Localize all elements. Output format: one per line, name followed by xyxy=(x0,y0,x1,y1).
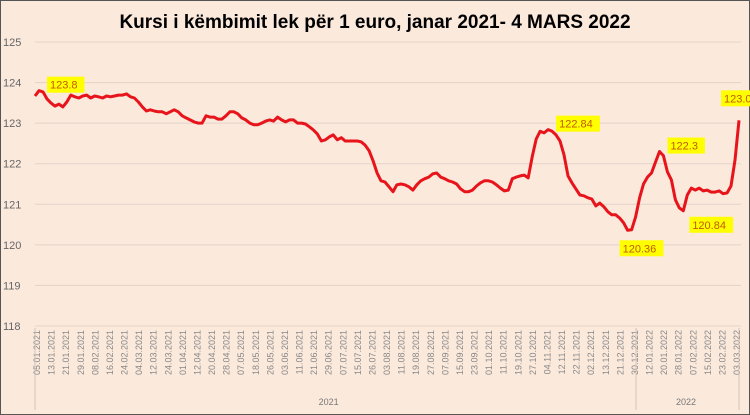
y-tick-label: 120 xyxy=(3,240,21,252)
y-tick-label: 118 xyxy=(3,321,21,333)
x-tick-label: 03.06.2021 xyxy=(280,330,290,375)
x-tick-label: 26.05.2021 xyxy=(265,330,275,375)
x-tick-label: 16.02.2021 xyxy=(105,330,115,375)
x-tick-label: 18.05.2021 xyxy=(251,330,261,375)
x-tick-label: 24.02.2021 xyxy=(120,330,130,375)
x-tick-label: 20.04.2021 xyxy=(207,330,217,375)
x-tick-label: 27.10.2021 xyxy=(528,330,538,375)
y-tick-label: 121 xyxy=(3,199,21,211)
x-tick-label: 24.03.2021 xyxy=(163,330,173,375)
year-group-label: 2022 xyxy=(676,397,696,407)
x-tick-label: 29.06.2021 xyxy=(324,330,334,375)
y-tick-label: 124 xyxy=(3,78,21,90)
x-tick-label: 01.10.2021 xyxy=(484,330,494,375)
data-label-box xyxy=(46,76,85,93)
data-label: 122.84 xyxy=(559,119,593,131)
data-label-box xyxy=(667,137,705,154)
data-label-box xyxy=(556,115,600,132)
x-tick-label: 11.10.2021 xyxy=(499,330,509,374)
x-tick-label: 13.12.2021 xyxy=(601,330,611,375)
x-tick-label: 12.11.2021 xyxy=(557,330,567,374)
x-tick-label: 12.03.2021 xyxy=(149,330,159,375)
x-tick-label: 03.08.2021 xyxy=(382,330,392,375)
x-tick-label: 19.08.2021 xyxy=(411,330,421,375)
data-label-box xyxy=(721,90,750,107)
y-tick-label: 125 xyxy=(3,37,21,49)
x-tick-label: 12.04.2021 xyxy=(192,330,202,375)
x-tick-label: 05.01.2021 xyxy=(32,330,42,375)
x-tick-label: 23.09.2021 xyxy=(470,330,480,375)
x-tick-label: 20.01.2022 xyxy=(659,330,669,375)
x-tick-label: 02.12.2021 xyxy=(586,330,596,375)
x-tick-label: 13.01.2021 xyxy=(47,330,57,375)
x-tick-label: 12.01.2022 xyxy=(645,330,655,375)
x-tick-label: 28.01.2022 xyxy=(674,330,684,375)
x-tick-label: 26.07.2021 xyxy=(367,330,377,375)
x-tick-label: 28.04.2021 xyxy=(222,330,232,375)
x-tick-label: 01.04.2021 xyxy=(178,330,188,375)
y-tick-label: 119 xyxy=(3,280,21,292)
data-label-box xyxy=(619,240,664,257)
x-tick-label: 03.03.2022 xyxy=(732,330,742,375)
x-tick-label: 22.11.2021 xyxy=(572,330,582,374)
x-tick-label: 30.12.2021 xyxy=(630,330,640,375)
data-label: 123.8 xyxy=(50,80,78,92)
data-label: 120.36 xyxy=(623,243,657,255)
x-tick-label: 27.08.2021 xyxy=(426,330,436,375)
x-tick-label: 15.09.2021 xyxy=(455,330,465,375)
x-tick-label: 21.01.2021 xyxy=(61,330,71,375)
x-tick-label: 07.09.2021 xyxy=(440,330,450,375)
series-line xyxy=(33,89,741,232)
x-tick-label: 23.02.2022 xyxy=(717,330,727,375)
x-tick-label: 29.01.2021 xyxy=(76,330,86,375)
x-tick-label: 21.12.2021 xyxy=(615,330,625,375)
data-label: 123.07 xyxy=(724,93,750,105)
x-tick-label: 04.11.2021 xyxy=(542,330,552,374)
x-tick-label: 07.07.2021 xyxy=(338,330,348,375)
x-tick-label: 19.10.2021 xyxy=(513,330,523,375)
x-tick-label: 21.06.2021 xyxy=(309,330,319,375)
y-tick-label: 122 xyxy=(3,159,21,171)
x-tick-label: 15.07.2021 xyxy=(353,330,363,375)
year-group-label: 2021 xyxy=(319,397,339,407)
x-tick-label: 08.02.2021 xyxy=(90,330,100,375)
data-label-box xyxy=(689,216,734,233)
x-tick-label: 04.03.2021 xyxy=(134,330,144,375)
data-label: 122.3 xyxy=(670,141,698,153)
x-tick-label: 15.02.2022 xyxy=(703,330,713,375)
y-tick-label: 123 xyxy=(3,118,21,130)
x-tick-label: 07.02.2022 xyxy=(688,330,698,375)
x-tick-label: 11.06.2021 xyxy=(295,330,305,374)
chart-title: Kursi i këmbimit lek për 1 euro, janar 2… xyxy=(119,12,631,33)
x-tick-label: 07.05.2021 xyxy=(236,330,246,375)
x-tick-label: 11.08.2021 xyxy=(397,330,407,374)
data-label: 120.84 xyxy=(692,220,726,232)
